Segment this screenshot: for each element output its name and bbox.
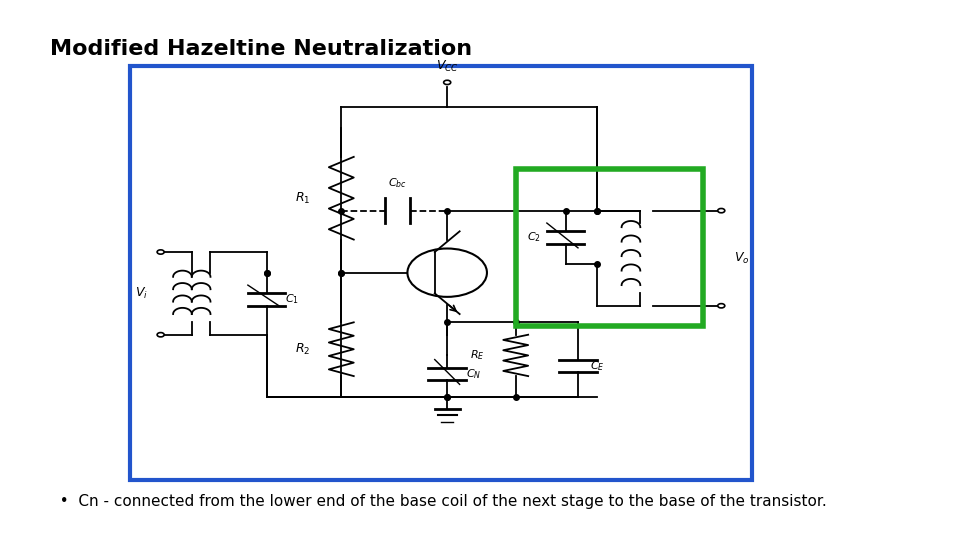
Text: •  Cn - connected from the lower end of the base coil of the next stage to the b: • Cn - connected from the lower end of t…: [50, 494, 827, 509]
Text: $C_N$: $C_N$: [466, 367, 481, 381]
Circle shape: [444, 80, 450, 85]
Text: $C_E$: $C_E$: [590, 359, 605, 373]
Text: $C_1$: $C_1$: [285, 293, 300, 307]
Bar: [516, 169, 703, 327]
Text: $V_i$: $V_i$: [135, 286, 148, 301]
Circle shape: [157, 250, 164, 254]
Circle shape: [157, 333, 164, 337]
Bar: [130, 66, 753, 480]
Text: $C_2$: $C_2$: [527, 231, 540, 245]
Text: $R_E$: $R_E$: [470, 348, 485, 362]
Text: $V_o$: $V_o$: [733, 251, 749, 266]
Text: $V_{CC}$: $V_{CC}$: [436, 59, 459, 74]
Text: Modified Hazeltine Neutralization: Modified Hazeltine Neutralization: [50, 39, 472, 59]
Circle shape: [718, 303, 725, 308]
Text: $C_{bc}$: $C_{bc}$: [388, 176, 407, 190]
Circle shape: [407, 248, 487, 297]
Circle shape: [718, 208, 725, 213]
Text: $R_2$: $R_2$: [295, 342, 310, 357]
Text: $R_1$: $R_1$: [295, 191, 310, 206]
